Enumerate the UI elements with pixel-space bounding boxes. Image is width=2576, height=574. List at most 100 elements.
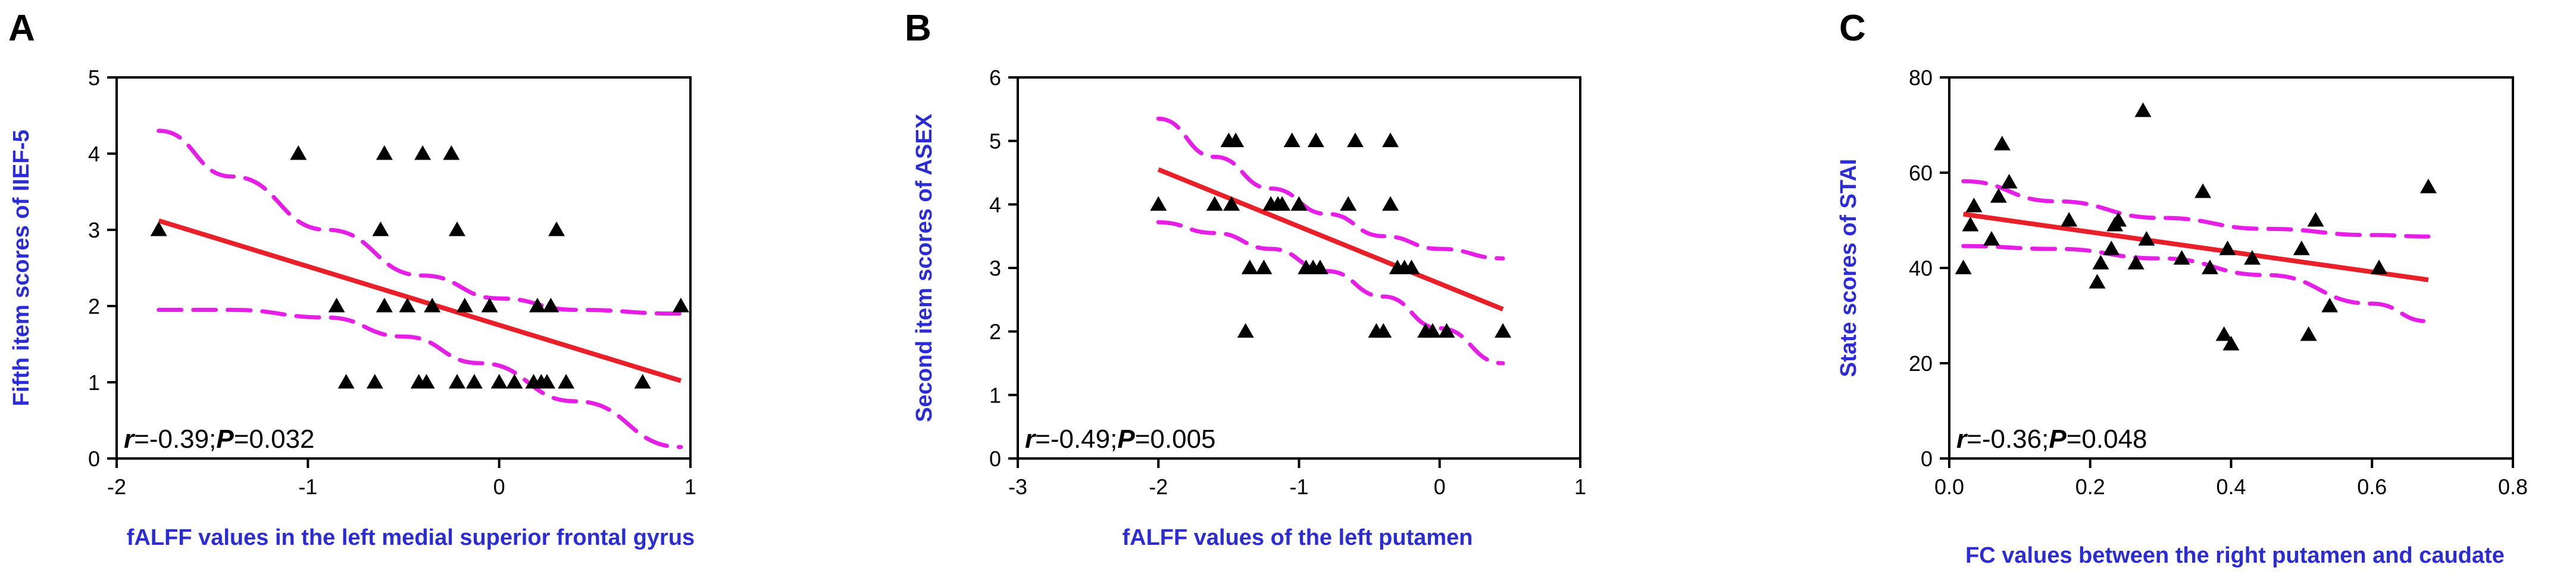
data-point <box>2419 179 2437 194</box>
panel-c: C 0.0 0.2 0.4 0.6 0.8 0 20 40 60 80 State scores of… <box>1836 8 2528 568</box>
data-point <box>2173 250 2190 265</box>
plot-frame <box>115 76 692 460</box>
data-point <box>1983 231 2000 246</box>
regression-line <box>158 218 682 383</box>
data-point <box>1382 196 1399 211</box>
data-point <box>1290 196 1308 211</box>
data-point <box>399 298 416 313</box>
data-point <box>2089 274 2106 289</box>
x-tick-label: 0.8 <box>2498 475 2528 499</box>
data-point <box>2244 250 2261 265</box>
stat-r-label: r <box>124 425 136 454</box>
data-point <box>2138 231 2155 246</box>
data-point <box>2194 183 2212 198</box>
data-point <box>2300 326 2317 341</box>
data-point <box>2219 241 2236 255</box>
x-tick-label: 0.4 <box>2216 475 2246 499</box>
y-tick-label: 0 <box>1921 447 1933 471</box>
data-point <box>1340 196 1357 211</box>
data-point <box>1347 132 1364 148</box>
data-point <box>2092 255 2109 270</box>
data-point <box>506 374 523 389</box>
panel-letter: C <box>1839 8 1866 49</box>
data-point <box>1237 323 1254 338</box>
data-point <box>2307 212 2324 227</box>
data-point <box>1150 196 1167 211</box>
data-point <box>150 222 167 236</box>
data-point <box>2293 241 2310 255</box>
plot-frame <box>1948 76 2514 460</box>
data-point <box>1962 217 1979 232</box>
data-point <box>2103 241 2120 255</box>
y-tick-label: 20 <box>1909 351 1933 376</box>
stat-annotation: r=-0.39;P=0.032 <box>124 425 315 454</box>
data-point <box>2222 336 2240 351</box>
regression-line <box>1963 211 2429 282</box>
ci-lower-band <box>1961 244 2431 324</box>
x-tick-label: 1 <box>1574 475 1586 499</box>
regression-line <box>1157 167 1504 312</box>
data-point <box>465 374 483 389</box>
data-point <box>1311 260 1328 274</box>
data-point <box>2371 260 2388 274</box>
data-point <box>542 298 559 313</box>
data-point <box>1307 132 1324 148</box>
data-point <box>366 374 383 389</box>
x-tick-label: 0.2 <box>2075 475 2105 499</box>
x-tick-label: -2 <box>1149 475 1168 499</box>
data-point <box>456 298 473 313</box>
x-axis-label: FC values between the right putamen and … <box>1965 543 2505 568</box>
y-tick-label: 2 <box>88 294 100 319</box>
x-tick-label: 0.6 <box>2357 475 2387 499</box>
data-point <box>558 374 575 389</box>
stat-r-value: =-0.39; <box>134 425 216 454</box>
y-tick-label: 5 <box>989 129 1001 154</box>
data-point <box>376 145 393 160</box>
data-point <box>2000 174 2018 189</box>
panel-letter: A <box>8 8 35 49</box>
data-point <box>372 222 389 236</box>
ci-lower-band <box>157 307 683 450</box>
x-tick-label: -1 <box>298 475 317 499</box>
x-tick-label: -1 <box>1289 475 1308 499</box>
data-point <box>2127 255 2144 270</box>
data-point <box>2061 212 2078 227</box>
data-point <box>529 298 546 313</box>
data-point <box>1274 196 1291 211</box>
y-tick-label: 4 <box>88 142 100 166</box>
data-point <box>1438 323 1455 338</box>
stat-r-value: =-0.36; <box>1967 425 2049 454</box>
data-point <box>634 374 651 389</box>
x-axis-label: fALFF values of the left putamen <box>1122 525 1473 550</box>
y-axis-label: Fifth item scores of IIEF-5 <box>9 130 34 407</box>
data-point <box>481 298 498 313</box>
stat-p-value: =0.005 <box>1135 425 1216 454</box>
x-tick-label: 0 <box>1434 475 1446 499</box>
data-point <box>672 298 689 313</box>
x-tick-label: 0 <box>493 475 505 499</box>
data-point <box>2110 212 2127 227</box>
data-point <box>1495 323 1512 338</box>
panel-letter: B <box>905 8 931 49</box>
y-tick-label: 3 <box>989 256 1001 280</box>
x-tick-label: -2 <box>107 475 126 499</box>
data-point <box>1206 196 1223 211</box>
x-tick-label: 0.0 <box>1934 475 1964 499</box>
x-tick-label: 1 <box>684 475 696 499</box>
data-point <box>1227 132 1245 148</box>
data-point <box>539 374 555 389</box>
y-tick-label: 6 <box>989 65 1001 90</box>
y-tick-label: 80 <box>1909 65 1933 90</box>
data-point <box>1403 260 1420 274</box>
data-point <box>448 374 465 389</box>
data-point <box>1965 198 1983 213</box>
stat-annotation: r=-0.36;P=0.048 <box>1956 425 2147 454</box>
data-point <box>2321 298 2339 313</box>
stat-p-label: P <box>216 425 234 454</box>
y-tick-label: 60 <box>1909 161 1933 185</box>
data-point <box>548 222 565 236</box>
y-axis-label: Second item scores of ASEX <box>912 113 937 422</box>
data-point <box>2201 260 2218 274</box>
data-point <box>1223 196 1240 211</box>
